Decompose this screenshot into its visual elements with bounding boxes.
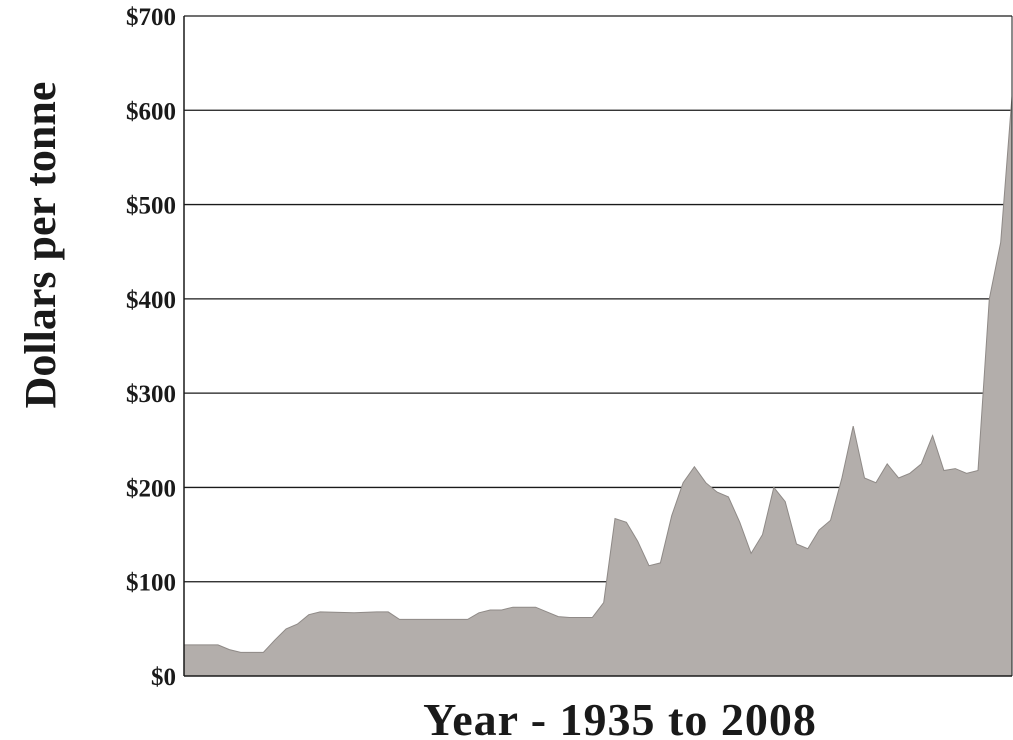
gridlines (184, 15, 1012, 583)
y-tick-label: $600 (126, 98, 176, 125)
y-tick-label: $500 (126, 193, 176, 220)
y-tick-label: $0 (151, 664, 176, 691)
y-axis-title: Dollars per tonne (16, 82, 65, 409)
y-tick-label: $400 (126, 287, 176, 314)
series-line (184, 96, 1013, 653)
y-tick-label: $700 (126, 4, 176, 31)
y-tick-label: $200 (126, 475, 176, 502)
x-axis-title: Year - 1935 to 2008 (423, 694, 817, 740)
series-area (184, 96, 1012, 677)
y-axis-ticks: $0 $100 $200 $300 $400 $500 $600 $700 (126, 4, 176, 691)
y-tick-label: $300 (126, 381, 176, 408)
y-tick-label: $100 (126, 570, 176, 597)
